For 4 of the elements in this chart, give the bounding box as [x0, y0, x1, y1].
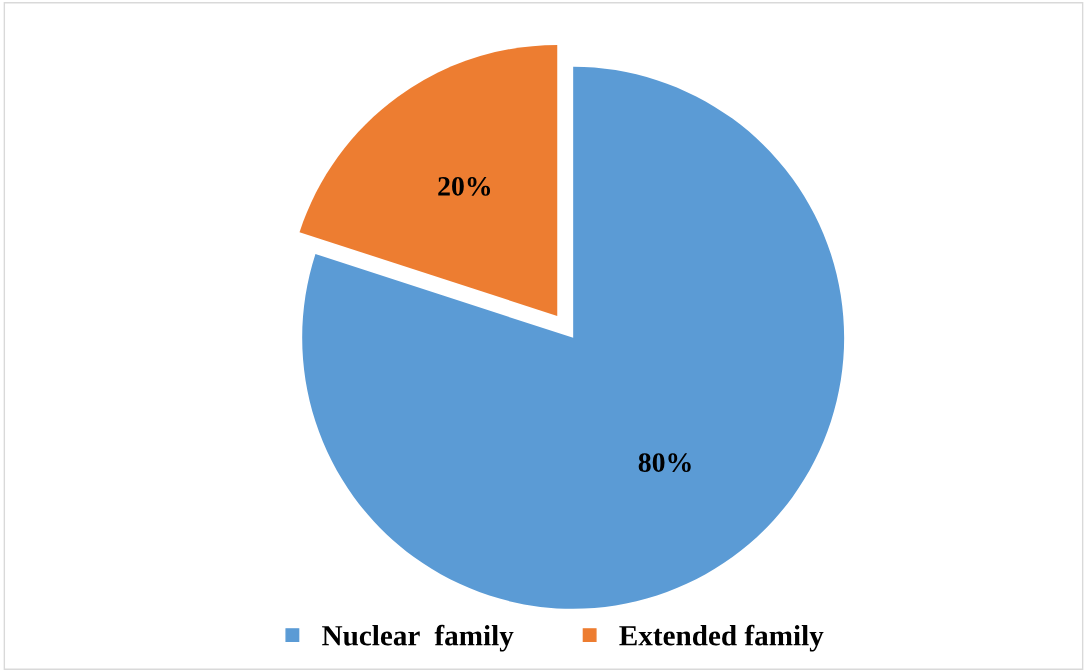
legend-label: Extended family	[619, 624, 824, 652]
data-label: 80%	[638, 453, 691, 473]
data-label: 20%	[438, 176, 491, 196]
legend-label: Nuclear family	[322, 624, 514, 652]
